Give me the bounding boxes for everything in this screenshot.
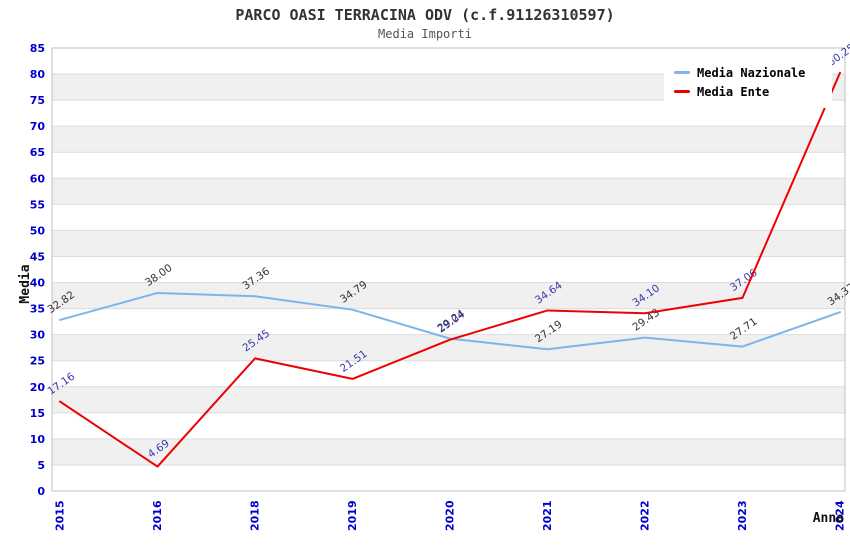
chart-shape bbox=[52, 178, 845, 205]
x-tick-label: 2021 bbox=[541, 500, 554, 531]
y-tick-label: 30 bbox=[30, 329, 46, 342]
y-axis-title: Media bbox=[18, 264, 33, 304]
legend-swatch-media-ente bbox=[674, 90, 690, 93]
y-tick-label: 60 bbox=[30, 172, 46, 185]
x-tick-label: 2015 bbox=[54, 500, 67, 531]
chart-shape bbox=[52, 282, 845, 309]
chart-shape bbox=[52, 386, 845, 413]
x-tick-label: 2020 bbox=[444, 500, 457, 531]
legend-swatch-media-nazionale bbox=[674, 71, 690, 74]
legend-label-media-nazionale: Media Nazionale bbox=[697, 65, 806, 80]
x-tick-label: 2024 bbox=[834, 500, 847, 531]
x-axis-title: Anno bbox=[812, 511, 844, 526]
y-tick-label: 85 bbox=[30, 42, 45, 55]
y-tick-label: 45 bbox=[30, 250, 45, 263]
legend-item-media-ente: Media Ente bbox=[674, 82, 824, 101]
legend: Media Nazionale Media Ente bbox=[664, 56, 832, 108]
y-tick-label: 10 bbox=[30, 433, 46, 446]
y-tick-label: 35 bbox=[30, 303, 45, 316]
y-tick-label: 80 bbox=[30, 68, 46, 81]
y-axis-tick-labels: 0 5 10 15 20 25 30 35 40 45 50 55 60 65 70 75 80 85 bbox=[30, 42, 46, 498]
chart-title: PARCO OASI TERRACINA ODV (c.f.9112631059… bbox=[235, 6, 615, 24]
y-tick-label: 55 bbox=[30, 198, 45, 211]
series-line-media-ente bbox=[59, 71, 841, 468]
x-tick-label: 2016 bbox=[151, 500, 164, 531]
y-tick-label: 0 bbox=[37, 485, 45, 498]
y-tick-label: 50 bbox=[30, 224, 46, 237]
legend-item-media-nazionale: Media Nazionale bbox=[674, 63, 824, 82]
chart-shape bbox=[52, 438, 845, 465]
legend-label-media-ente: Media Ente bbox=[697, 84, 770, 99]
x-tick-label: 2022 bbox=[639, 500, 652, 531]
y-tick-label: 65 bbox=[30, 146, 45, 159]
plot-bands bbox=[52, 74, 845, 465]
chart-shape bbox=[52, 126, 845, 153]
x-tick-label: 2023 bbox=[736, 500, 749, 531]
y-tick-label: 70 bbox=[30, 120, 46, 133]
y-tick-label: 75 bbox=[30, 94, 45, 107]
plot-border bbox=[51, 47, 846, 492]
y-tick-label: 40 bbox=[30, 277, 46, 290]
x-tick-label: 2018 bbox=[249, 500, 262, 531]
y-tick-label: 15 bbox=[30, 407, 45, 420]
y-tick-label: 20 bbox=[30, 381, 46, 394]
y-tick-label: 25 bbox=[30, 355, 45, 368]
x-axis-tick-labels: 2015 2016 2018 2019 2020 2021 2022 2023 2024 bbox=[54, 500, 847, 531]
y-tick-label: 5 bbox=[37, 459, 45, 472]
chart-shape bbox=[52, 230, 845, 257]
chart-subtitle: Media Importi bbox=[378, 27, 472, 41]
x-tick-label: 2019 bbox=[346, 500, 359, 531]
